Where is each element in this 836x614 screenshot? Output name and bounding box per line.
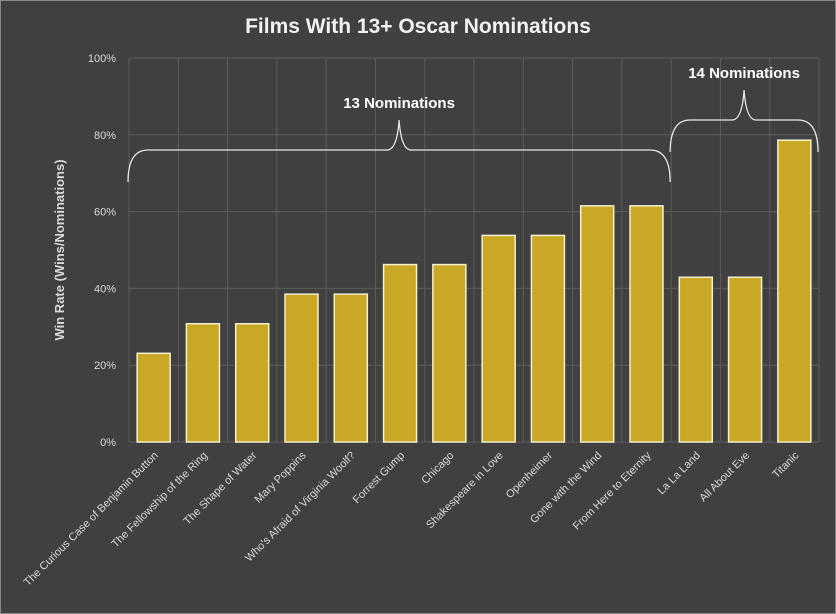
bar-9 xyxy=(579,205,615,443)
bar-3 xyxy=(284,293,319,443)
annotation-brace-0 xyxy=(127,119,671,183)
bar-10 xyxy=(629,205,664,443)
x-category-label: Openheimer xyxy=(504,449,556,501)
bar-1 xyxy=(185,322,221,443)
group-annotations: 13 Nominations 14 Nominations xyxy=(127,65,819,183)
x-category-label: La La Land xyxy=(655,450,702,497)
x-category-label: Titanic xyxy=(770,449,801,480)
x-category-label: The Fellowship of the Ring xyxy=(109,450,210,551)
annotation-label-1: 14 Nominations xyxy=(688,65,800,82)
x-category-label: Chicago xyxy=(419,450,456,487)
chart-title: Films With 13+ Oscar Nominations xyxy=(245,15,591,38)
y-tick-label: 80% xyxy=(94,130,116,142)
x-category-label: Forrest Gump xyxy=(351,450,407,506)
bar-7 xyxy=(481,234,516,443)
y-tick-label: 100% xyxy=(88,53,116,65)
y-tick-label: 40% xyxy=(94,283,116,295)
bar-13 xyxy=(777,139,812,443)
y-tick-label: 60% xyxy=(94,207,116,219)
bar-0 xyxy=(136,352,171,443)
annotation-brace-1 xyxy=(669,89,819,153)
bar-2 xyxy=(234,322,270,443)
bar-6 xyxy=(432,263,467,443)
bar-11 xyxy=(678,276,714,443)
y-axis-ticks: 0% 20% 40% 60% 80% 100% xyxy=(88,53,116,449)
bar-8 xyxy=(530,234,566,443)
bar-4 xyxy=(333,293,369,443)
y-tick-label: 0% xyxy=(100,437,116,449)
bar-12 xyxy=(727,276,763,443)
x-category-label: All About Eve xyxy=(697,450,752,505)
gridlines xyxy=(128,57,820,443)
x-category-label: Who's Afraid of Virginia Woolf? xyxy=(243,450,358,565)
y-axis-label: Win Rate (Wins/Nominations) xyxy=(52,159,67,340)
bar-5 xyxy=(382,263,418,443)
y-tick-label: 20% xyxy=(94,360,116,372)
bars xyxy=(136,139,812,443)
annotation-label-0: 13 Nominations xyxy=(343,95,455,112)
